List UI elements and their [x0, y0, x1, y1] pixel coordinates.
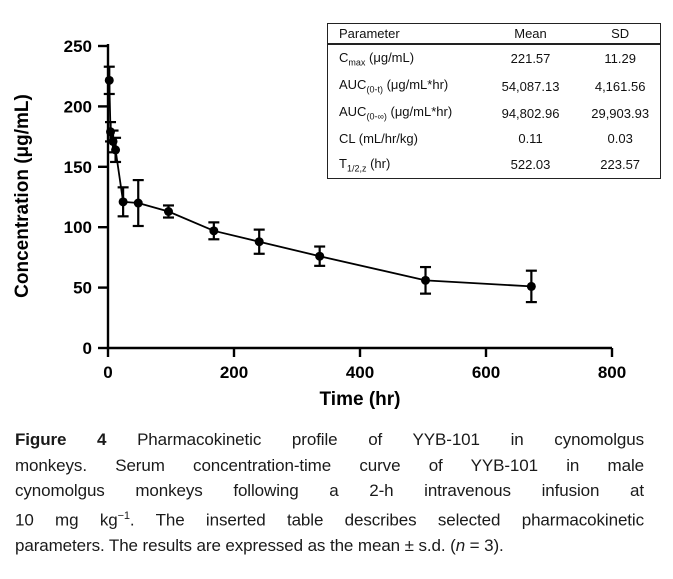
data-point-marker: [421, 275, 431, 285]
data-point-marker: [108, 136, 118, 146]
caption-line-4: 10 mg kg−1. The inserted table describes…: [15, 509, 644, 530]
pk-parameter-table-inset: Parameter Mean SD Cmax (μg/mL) 221.57 11.2…: [327, 23, 661, 179]
data-point-marker: [526, 281, 536, 291]
sd-cell: 223.57: [600, 156, 641, 172]
y-tick-label: 50: [73, 279, 92, 298]
figure-caption: Figure 4 Pharmacokinetic profile of YYB-…: [15, 427, 644, 558]
data-point-marker: [133, 198, 143, 208]
y-tick-label: 200: [64, 97, 92, 116]
data-point-marker: [104, 75, 114, 85]
mean-cell: 522.03: [510, 156, 551, 172]
subscript: (0-∞): [366, 112, 387, 123]
data-point-marker: [111, 145, 121, 155]
sd-cell: 11.29: [604, 51, 636, 67]
y-axis-title: Concentration (μg/mL): [12, 94, 33, 298]
column-header: SD: [580, 24, 660, 45]
table-row: AUC(0-∞) (μg/mL*hr) 94,802.96 29,903.93: [328, 100, 660, 127]
y-tick-label: 0: [83, 339, 92, 358]
y-tick-label: 250: [64, 37, 92, 56]
table-row: T1/2,z (hr) 522.03 223.57: [328, 151, 660, 178]
pk-table-body: Cmax (μg/mL) 221.57 11.29 AUC(0-t) (μg/m…: [328, 44, 660, 178]
mean-cell: 0.11: [518, 131, 543, 147]
x-axis-title: Time (hr): [320, 389, 401, 410]
x-tick-label: 200: [220, 363, 248, 382]
parameter-cell: CL (mL/hr/kg): [339, 131, 418, 147]
sd-cell: 0.03: [607, 131, 633, 147]
data-point-marker: [118, 197, 128, 207]
table-row: CL (mL/hr/kg) 0.11 0.03: [328, 127, 660, 151]
x-tick-label: 600: [472, 363, 500, 382]
parameter-cell: T1/2,z (hr): [339, 155, 391, 174]
subscript: 1/2,z: [346, 163, 367, 174]
x-tick-label: 800: [598, 363, 626, 382]
mean-cell: 94,802.96: [501, 105, 560, 121]
parameter-cell: Cmax (μg/mL): [339, 49, 415, 68]
sd-cell: 4,161.56: [594, 78, 646, 94]
data-point-marker: [106, 127, 116, 137]
data-point-marker: [209, 226, 219, 236]
table-header-row: Parameter Mean SD: [328, 24, 660, 45]
table-row: AUC(0-t) (μg/mL*hr) 54,087.13 4,161.56: [328, 72, 660, 99]
x-tick-label: 400: [346, 363, 374, 382]
figure-label: Figure 4: [15, 430, 107, 449]
mean-cell: 54,087.13: [501, 78, 560, 94]
x-tick-label: 0: [103, 363, 112, 382]
caption-line-5: parameters. The results are expressed as…: [15, 535, 504, 555]
parameter-cell: AUC(0-t) (μg/mL*hr): [339, 77, 449, 95]
mean-cell: 221.57: [510, 51, 551, 67]
data-point-marker: [315, 251, 325, 261]
table-row: Cmax (μg/mL) 221.57 11.29: [328, 44, 660, 72]
data-point-marker: [254, 237, 264, 247]
concentration-time-chart: 0 50 100 150 200 250 0 200 400 600 800 Time (hr) Con…: [12, 37, 626, 410]
parameter-cell: AUC(0-∞) (μg/mL*hr): [339, 104, 453, 123]
caption-line-3: cynomolgus monkeys following a 2-h intra…: [15, 481, 644, 500]
y-tick-label: 150: [64, 158, 92, 177]
sd-cell: 29,903.93: [591, 105, 650, 121]
pk-table-header: Parameter Mean SD: [328, 24, 660, 45]
column-header: Mean: [480, 24, 581, 45]
italic-n: n: [455, 535, 466, 555]
superscript-minus-one: −1: [117, 509, 130, 522]
data-point-marker: [163, 206, 173, 216]
y-tick-label: 100: [64, 218, 92, 237]
subscript: (0-t): [366, 84, 383, 95]
caption-line-2: monkeys. Serum concentration-time curve …: [15, 455, 644, 475]
caption-line-1: Figure 4 Pharmacokinetic profile of YYB-…: [15, 430, 644, 449]
column-header: Parameter: [328, 24, 481, 45]
pk-table: Parameter Mean SD Cmax (μg/mL) 221.57 11.2…: [328, 24, 660, 178]
subscript: max: [348, 57, 366, 68]
